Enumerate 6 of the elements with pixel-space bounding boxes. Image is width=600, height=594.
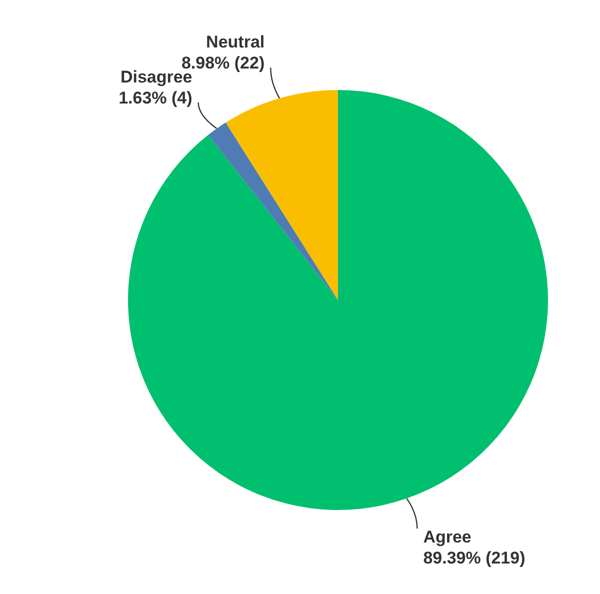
pie-slice bbox=[226, 90, 338, 300]
data-label: 89.39% (219) bbox=[423, 548, 526, 568]
data-label: 1.63% (4) bbox=[118, 88, 192, 108]
slice-label: Agree bbox=[423, 528, 472, 547]
slice-label: Neutral bbox=[206, 32, 265, 52]
pie-slice bbox=[208, 122, 338, 300]
